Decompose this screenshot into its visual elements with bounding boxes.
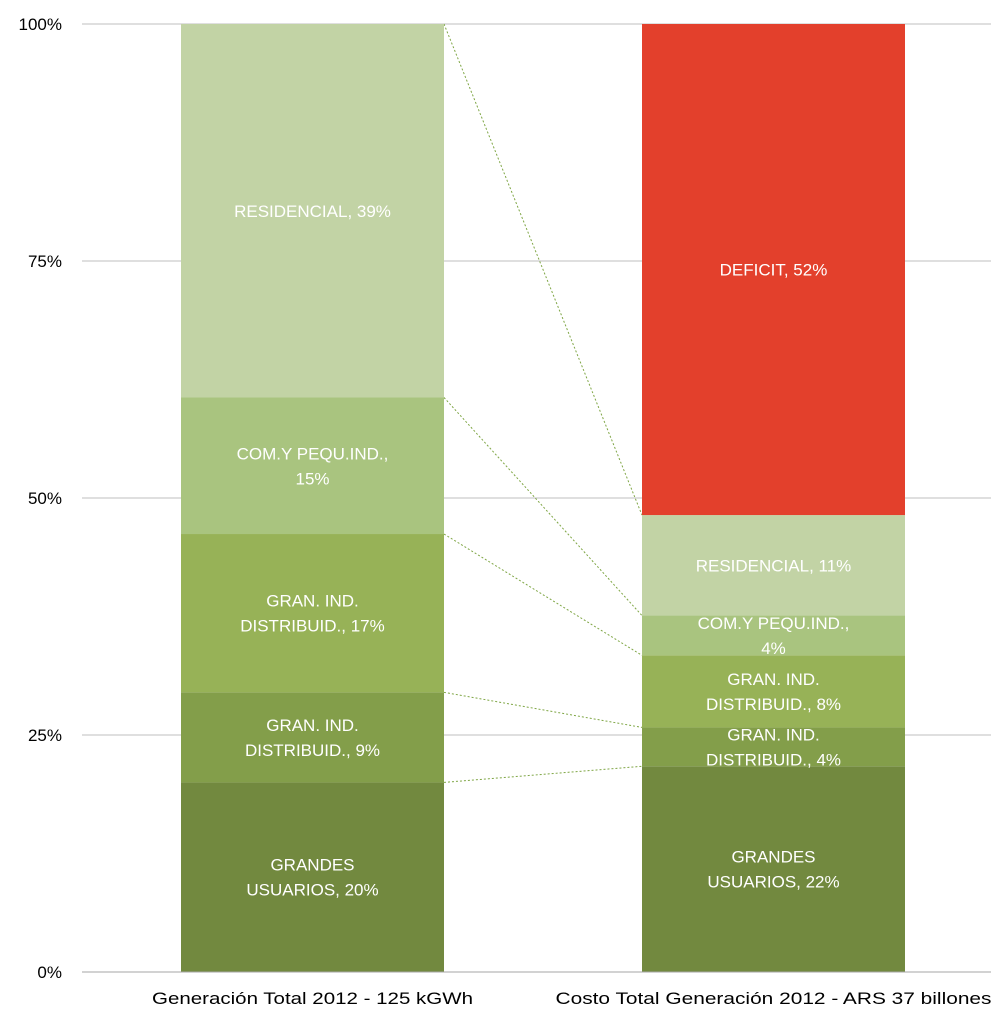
- data-label: GRAN. IND.: [266, 592, 359, 611]
- connector-line: [444, 692, 642, 727]
- x-category-label: Generación Total 2012 - 125 kGWh: [152, 989, 473, 1008]
- bar-segment-grandes: [181, 782, 444, 972]
- data-label: GRAN. IND.: [727, 725, 820, 744]
- bar-segment-distribuid_large: [181, 534, 444, 692]
- x-category-label: Costo Total Generación 2012 - ARS 37 bil…: [556, 989, 991, 1008]
- data-label: RESIDENCIAL, 11%: [696, 556, 852, 575]
- data-label: USUARIOS, 22%: [707, 873, 839, 892]
- data-label: RESIDENCIAL, 39%: [234, 202, 391, 221]
- data-label: DISTRIBUID., 17%: [240, 617, 385, 636]
- connector-line: [444, 766, 642, 782]
- data-label: DISTRIBUID., 9%: [245, 741, 380, 760]
- connector-line: [444, 398, 642, 616]
- bar-segment-distribuid_small: [181, 692, 444, 782]
- data-label: 15%: [295, 469, 329, 488]
- data-label: GRANDES: [731, 848, 815, 867]
- connector-lines: [444, 24, 642, 782]
- data-label: DEFICIT, 52%: [720, 261, 828, 280]
- data-label: COM.Y PEQU.IND.,: [237, 444, 389, 463]
- y-tick-label: 25%: [28, 726, 62, 745]
- data-label: DISTRIBUID., 4%: [706, 750, 841, 769]
- y-tick-label: 100%: [19, 15, 62, 34]
- data-label: GRAN. IND.: [727, 670, 820, 689]
- bar-segment-com: [181, 398, 444, 535]
- y-tick-label: 50%: [28, 489, 62, 508]
- connector-line: [444, 534, 642, 655]
- data-label: GRAN. IND.: [266, 716, 359, 735]
- bar-segment-grandes: [642, 766, 905, 972]
- bar-segment-distribuid_large: [642, 655, 905, 727]
- data-label: COM.Y PEQU.IND.,: [698, 614, 850, 633]
- data-label: 4%: [761, 639, 786, 658]
- data-label: USUARIOS, 20%: [246, 881, 378, 900]
- connector-line: [444, 24, 642, 515]
- data-label: DISTRIBUID., 8%: [706, 695, 841, 714]
- y-tick-label: 0%: [37, 963, 62, 982]
- data-label: GRANDES: [270, 856, 354, 875]
- y-tick-label: 75%: [28, 252, 62, 271]
